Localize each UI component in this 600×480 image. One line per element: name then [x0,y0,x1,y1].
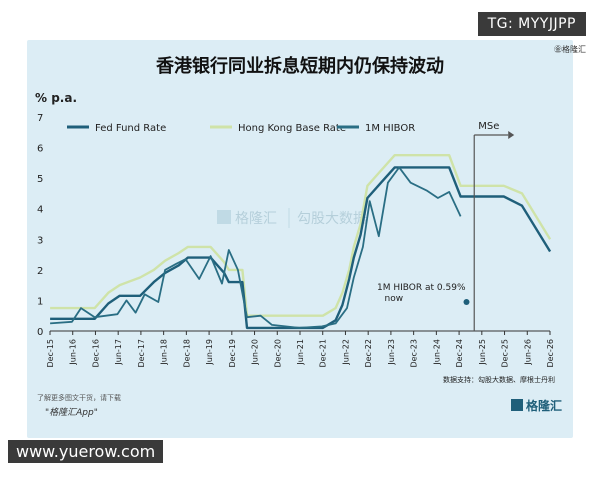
footer-logo: 格隆汇 [511,398,562,413]
x-tick-label: Jun-25 [478,339,487,366]
series-line-fed-fund-rate [50,166,552,330]
footer-logo-text: 格隆汇 [526,398,562,413]
chart-panel: 香港银行同业拆息短期内仍保持波动 % p.a. Fed Fund Rate Hon… [27,40,573,438]
y-tick-label: 5 [37,174,43,185]
x-tick-label: Jun-20 [251,339,260,366]
x-tick-label: Jun-26 [523,339,532,366]
x-tick-label: Jun-24 [432,339,441,366]
y-tick-label: 0 [37,327,43,338]
source-note: 数据支持：勾股大数据、摩根士丹利 [443,375,555,384]
y-tick-label: 1 [37,296,43,307]
legend-label: 1M HIBOR [365,123,415,134]
series-line-hong-kong-base-rate [50,154,552,317]
forecast-marker: MSe [473,121,515,331]
arrow-right-icon [508,131,515,139]
legend: Fed Fund Rate Hong Kong Base Rate 1M HIBOR [67,123,415,134]
x-tick-label: Jun-23 [387,339,396,366]
x-tick-label: Dec-17 [137,339,146,368]
annotation-label: 1M HIBOR at 0.59% [377,283,466,293]
x-tick-label: Dec-20 [273,339,282,368]
legend-label: Fed Fund Rate [95,123,166,134]
x-tick-label: Dec-24 [455,339,464,368]
x-tick-label: Dec-26 [546,339,555,368]
annotation-label-2: now [385,294,404,304]
annotation-dot [463,298,470,305]
y-axis-label: % p.a. [35,91,77,105]
forecast-label: MSe [478,121,499,132]
watermark-brand-2: 勾股大数据 [297,211,367,227]
x-tick-label: Dec-18 [182,339,191,368]
series-layer [50,154,552,330]
y-tick-label: 3 [37,235,43,246]
x-tick-label: Dec-23 [410,339,419,368]
series-line-1m-hibor [50,166,462,329]
y-tick-label: 4 [37,205,43,216]
x-tick-label: Dec-22 [364,339,373,368]
y-tick-label: 2 [37,266,43,277]
x-tick-label: Jun-21 [296,339,305,366]
x-tick-label: Jun-19 [205,339,214,366]
watermark-logo-icon [217,210,231,224]
site-watermark: www.yuerow.com [8,440,164,463]
chart-title: 香港银行同业拆息短期内仍保持波动 [155,55,444,77]
y-tick-label: 6 [37,144,43,155]
x-tick-label: Jun-16 [69,339,78,366]
footer-note: 了解更多图文干货，请下载 [37,393,121,402]
watermark: 格隆汇 勾股大数据 [217,208,367,228]
x-tick-label: Dec-25 [501,339,510,368]
footer-app: "格隆汇App" [45,407,98,418]
x-tick-label: Jun-22 [341,339,350,366]
brand-logo-icon [511,399,523,411]
x-tick-label: Dec-15 [46,339,55,368]
tg-watermark: TG: MYYJJPP [477,12,586,36]
x-tick-label: Dec-16 [91,339,100,368]
annotation: 1M HIBOR at 0.59%now [377,283,470,305]
legend-label: Hong Kong Base Rate [238,123,346,134]
y-tick-label: 7 [37,113,43,124]
line-chart: 香港银行同业拆息短期内仍保持波动 % p.a. Fed Fund Rate Hon… [35,55,562,418]
x-tick-label: Jun-18 [160,339,169,366]
x-tick-label: Dec-21 [319,339,328,368]
watermark-brand: 格隆汇 [235,211,277,227]
x-axis: Dec-15 Jun-16 Dec-16 Jun-17 Dec-17 Jun-18 Dec-… [46,330,555,368]
y-axis: 0 1 2 3 4 5 6 7 [37,113,43,338]
x-tick-label: Dec-19 [228,339,237,368]
x-tick-label: Jun-17 [114,339,123,366]
corner-logo: ㊎格隆汇 [554,45,586,54]
